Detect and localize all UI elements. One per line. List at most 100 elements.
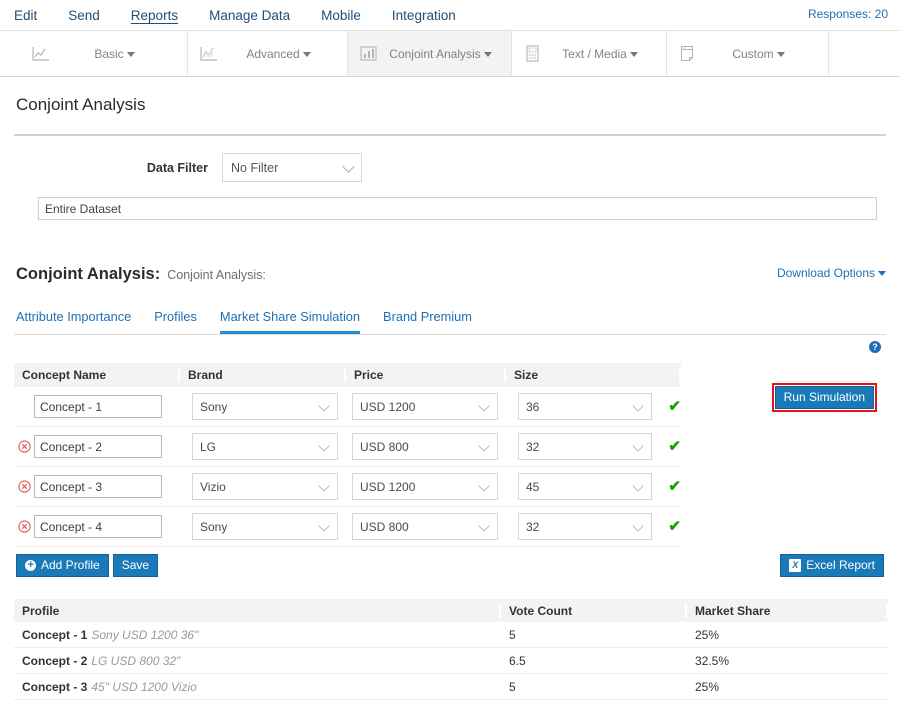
concept-name-input[interactable]: Concept - 4 <box>34 515 162 538</box>
chevron-down-icon <box>632 519 645 532</box>
table-row: Concept - 1 Sony USD 1200 36 ✔ <box>14 387 681 427</box>
document-text-icon <box>522 43 544 65</box>
result-market-share: 25% <box>695 627 720 642</box>
concept-name-input[interactable]: Concept - 3 <box>34 475 162 498</box>
menu-item-reports[interactable]: Reports <box>130 7 179 23</box>
result-profile-desc: LG USD 800 32" <box>91 653 181 668</box>
chevron-down-icon <box>632 439 645 452</box>
price-select[interactable]: USD 1200 <box>352 393 498 420</box>
result-vote-count: 6.5 <box>509 653 526 668</box>
size-select[interactable]: 45 <box>518 473 653 500</box>
chevron-down-icon <box>632 399 645 412</box>
dataset-value: Entire Dataset <box>45 201 122 216</box>
responses-count: Responses: 20 <box>807 7 888 21</box>
run-simulation-highlight: Run Simulation <box>771 383 877 413</box>
dataset-input[interactable]: Entire Dataset <box>38 197 877 220</box>
page-body: Conjoint Analysis Data Filter No Filter … <box>0 95 900 704</box>
brand-select[interactable]: LG <box>192 433 338 460</box>
title-divider <box>14 134 886 136</box>
data-filter-row: Data Filter No Filter <box>14 153 886 182</box>
run-simulation-button[interactable]: Run Simulation <box>774 386 874 410</box>
report-tabs: Attribute Importance Profiles Market Sha… <box>14 309 886 335</box>
data-filter-select[interactable]: No Filter <box>222 153 362 182</box>
result-market-share: 32.5% <box>695 653 730 668</box>
excel-report-button[interactable]: X Excel Report <box>780 554 884 578</box>
excel-file-icon: X <box>789 559 802 573</box>
ribbon-empty-area <box>829 31 900 76</box>
data-filter-label: Data Filter <box>146 160 208 175</box>
result-profile-name: Concept - 1 <box>22 627 88 642</box>
result-market-share: 25% <box>695 679 720 694</box>
column-header-profile: Profile <box>14 603 501 618</box>
delete-row-icon[interactable] <box>14 440 34 453</box>
ribbon-spacer <box>0 31 20 76</box>
chevron-down-icon <box>629 51 638 57</box>
chevron-down-icon <box>318 439 330 452</box>
chevron-down-icon <box>318 399 330 412</box>
size-select[interactable]: 32 <box>518 513 653 540</box>
action-buttons-row: + Add Profile Save X Excel Report <box>14 554 886 578</box>
chevron-down-icon <box>478 519 490 532</box>
column-header-market-share: Market Share <box>687 603 888 618</box>
price-select[interactable]: USD 800 <box>352 433 498 460</box>
ribbon-group-basic[interactable]: Basic <box>20 31 188 76</box>
table-row: Concept - 3 45" USD 1200 Vizio 5 25% <box>14 674 888 700</box>
bar-chart-icon <box>358 43 380 65</box>
menu-item-send[interactable]: Send <box>68 7 100 23</box>
chevron-down-icon <box>318 519 330 532</box>
download-options-button[interactable]: Download Options <box>777 266 886 280</box>
ribbon-group-conjoint-analysis[interactable]: Conjoint Analysis <box>348 31 512 76</box>
report-subtitle: Conjoint Analysis: <box>167 268 266 282</box>
delete-row-icon[interactable] <box>14 520 34 533</box>
simulation-grid: Concept Name Brand Price Size Concept - … <box>14 363 886 547</box>
menu-item-integration[interactable]: Integration <box>391 7 456 23</box>
menu-item-manage-data[interactable]: Manage Data <box>209 7 291 23</box>
menu-item-mobile[interactable]: Mobile <box>321 7 361 23</box>
ribbon-group-text-media[interactable]: Text / Media <box>512 31 667 76</box>
table-row: Concept - 2 LG USD 800 32" 6.5 32.5% <box>14 648 888 674</box>
result-profile-name: Concept - 2 <box>22 653 88 668</box>
tab-profiles[interactable]: Profiles <box>154 309 197 324</box>
brand-select[interactable]: Sony <box>192 393 338 420</box>
help-icon[interactable]: ? <box>869 341 881 353</box>
tab-attribute-importance[interactable]: Attribute Importance <box>16 309 132 324</box>
table-row: Concept - 3 Vizio USD 1200 45 ✔ <box>14 467 681 507</box>
results-table: Profile Vote Count Market Share Concept … <box>14 599 888 704</box>
tab-brand-premium[interactable]: Brand Premium <box>383 309 472 324</box>
top-menu-bar: Edit Send Reports Manage Data Mobile Int… <box>0 0 900 31</box>
delete-row-icon[interactable] <box>14 480 34 493</box>
ribbon-label-conjoint-analysis: Conjoint Analysis <box>380 47 501 61</box>
menu-item-edit[interactable]: Edit <box>14 7 38 23</box>
chevron-down-icon <box>318 479 330 492</box>
ribbon-toolbar: Basic Advanced Conjoint Analysis Text / … <box>0 31 900 77</box>
column-header-brand: Brand <box>180 368 346 382</box>
add-profile-button[interactable]: + Add Profile <box>16 554 109 578</box>
column-header-concept-name: Concept Name <box>14 368 180 382</box>
page-title: Conjoint Analysis <box>16 95 146 114</box>
ribbon-label-text-media: Text / Media <box>544 47 656 61</box>
line-chart-icon <box>30 43 52 65</box>
save-button[interactable]: Save <box>112 554 159 578</box>
report-header: Conjoint Analysis: Conjoint Analysis: Do… <box>14 265 886 284</box>
concept-name-input[interactable]: Concept - 2 <box>34 435 162 458</box>
data-filter-value: No Filter <box>231 160 279 175</box>
valid-check-icon: ✔ <box>668 438 681 455</box>
brand-select[interactable]: Vizio <box>192 473 338 500</box>
size-select[interactable]: 32 <box>518 433 653 460</box>
concept-name-input[interactable]: Concept - 1 <box>34 395 162 418</box>
table-row: Concept - 1 Sony USD 1200 36" 5 25% <box>14 622 888 648</box>
ribbon-group-custom[interactable]: Custom <box>667 31 829 76</box>
brand-select[interactable]: Sony <box>192 513 338 540</box>
price-select[interactable]: USD 1200 <box>352 473 498 500</box>
ribbon-label-advanced: Advanced <box>220 47 337 61</box>
size-select[interactable]: 36 <box>518 393 653 420</box>
tab-market-share-simulation[interactable]: Market Share Simulation <box>219 309 361 334</box>
chevron-down-icon <box>478 479 490 492</box>
ribbon-group-advanced[interactable]: Advanced <box>188 31 348 76</box>
price-select[interactable]: USD 800 <box>352 513 498 540</box>
ribbon-label-basic: Basic <box>52 47 177 61</box>
result-profile-desc: 45" USD 1200 Vizio <box>91 679 197 694</box>
result-profile-desc: Sony USD 1200 36" <box>91 627 199 642</box>
valid-check-icon: ✔ <box>668 518 681 535</box>
